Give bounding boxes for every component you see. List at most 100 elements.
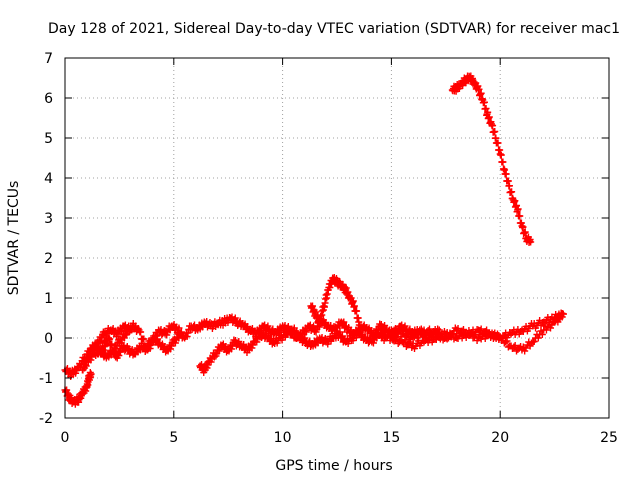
data-point-fill bbox=[424, 327, 432, 334]
data-point-fill bbox=[513, 202, 521, 209]
y-tick-label: 1 bbox=[44, 291, 53, 307]
tick-labels: 0 5 10 15 20 25 -2 -1 0 1 2 3 4 5 6 7 bbox=[39, 51, 618, 446]
data-point-fill bbox=[497, 151, 505, 159]
y-tick-label: 3 bbox=[44, 211, 53, 227]
data-point-fill bbox=[538, 331, 546, 338]
data-point-fill bbox=[438, 331, 446, 338]
data-point-fill bbox=[494, 139, 502, 147]
data-point-fill bbox=[475, 85, 483, 93]
data-point-fill bbox=[402, 332, 410, 339]
data-point-fill bbox=[340, 318, 348, 326]
data-point-fill bbox=[549, 318, 557, 325]
data-point-fill bbox=[468, 329, 476, 336]
data-point-fill bbox=[432, 330, 440, 337]
data-point-fill bbox=[400, 328, 408, 335]
data-point-fill bbox=[338, 332, 346, 340]
data-point-fill bbox=[342, 284, 350, 292]
x-axis-label: GPS time / hours bbox=[275, 458, 392, 474]
data-point-fill bbox=[391, 336, 399, 343]
data-point bbox=[213, 320, 221, 328]
data-point-fill bbox=[235, 338, 243, 345]
data-point-fill bbox=[312, 308, 320, 316]
data-points bbox=[61, 72, 567, 408]
data-point-fill bbox=[516, 212, 524, 220]
data-point-fill bbox=[505, 182, 513, 190]
y-tick-label: -2 bbox=[39, 411, 53, 427]
data-point-fill bbox=[485, 113, 493, 121]
data-point-fill bbox=[381, 329, 389, 336]
data-point-fill bbox=[519, 223, 527, 231]
data-point-fill bbox=[111, 347, 119, 355]
data-point-fill bbox=[64, 390, 72, 398]
x-tick-label: 20 bbox=[491, 430, 509, 446]
data-point-fill bbox=[510, 343, 518, 351]
data-point-fill bbox=[106, 335, 114, 343]
data-point-fill bbox=[121, 331, 129, 339]
data-point-fill bbox=[483, 326, 491, 334]
data-point-fill bbox=[140, 335, 148, 343]
y-tick-label: 4 bbox=[44, 171, 53, 187]
data-point bbox=[559, 310, 567, 318]
y-tick-label: 2 bbox=[44, 251, 53, 267]
x-tick-label: 10 bbox=[274, 430, 292, 446]
y-tick-label: -1 bbox=[39, 371, 53, 387]
data-point bbox=[453, 326, 461, 334]
data-point-fill bbox=[183, 333, 191, 340]
y-tick-label: 0 bbox=[44, 331, 53, 347]
data-point bbox=[87, 370, 95, 378]
data-point-fill bbox=[176, 331, 184, 339]
data-point-fill bbox=[206, 319, 214, 326]
data-point-fill bbox=[521, 228, 529, 236]
data-point-fill bbox=[484, 108, 492, 116]
plot-frame bbox=[64, 57, 610, 419]
data-point-fill bbox=[454, 325, 462, 332]
data-point-fill bbox=[175, 324, 183, 332]
data-point-fill bbox=[477, 89, 485, 97]
data-point-fill bbox=[470, 333, 478, 340]
ticks bbox=[64, 57, 610, 419]
data-point-fill bbox=[383, 333, 391, 340]
y-axis-label: SDTVAR / TECUs bbox=[6, 181, 22, 296]
data-point-fill bbox=[459, 326, 467, 333]
y-tick-label: 6 bbox=[44, 91, 53, 107]
y-tick-label: 5 bbox=[44, 131, 53, 147]
data-point-fill bbox=[404, 330, 412, 338]
data-point bbox=[176, 330, 184, 338]
data-point-fill bbox=[394, 329, 402, 336]
data-point-fill bbox=[480, 98, 488, 106]
data-point-fill bbox=[425, 325, 433, 333]
data-point-fill bbox=[128, 346, 136, 353]
data-point-fill bbox=[349, 297, 357, 305]
data-point-fill bbox=[482, 105, 490, 112]
data-point-fill bbox=[264, 322, 272, 330]
data-point-fill bbox=[137, 328, 145, 336]
data-point-fill bbox=[108, 340, 116, 348]
data-point-fill bbox=[391, 325, 399, 332]
data-point-fill bbox=[508, 188, 516, 196]
data-point-fill bbox=[290, 324, 298, 332]
data-point-fill bbox=[487, 331, 495, 338]
data-point-fill bbox=[511, 342, 519, 349]
data-point-fill bbox=[309, 302, 317, 310]
data-point-fill bbox=[492, 332, 500, 339]
x-tick-label: 15 bbox=[382, 430, 400, 446]
data-point-fill bbox=[231, 314, 239, 322]
data-point-fill bbox=[488, 329, 496, 337]
data-point-fill bbox=[458, 327, 466, 335]
data-point-fill bbox=[99, 346, 107, 354]
chart-title: Day 128 of 2021, Sidereal Day-to-day VTE… bbox=[48, 21, 620, 37]
data-point-fill bbox=[289, 328, 297, 336]
data-point-fill bbox=[502, 338, 510, 346]
data-point-fill bbox=[400, 339, 408, 346]
data-point-fill bbox=[336, 328, 344, 336]
data-point-fill bbox=[353, 307, 361, 315]
data-point-fill bbox=[491, 128, 499, 135]
x-tick-label: 0 bbox=[61, 430, 70, 446]
data-point-fill bbox=[63, 386, 71, 394]
data-point-fill bbox=[434, 328, 442, 336]
data-point-fill bbox=[493, 330, 501, 338]
data-point-fill bbox=[381, 322, 389, 329]
data-point-fill bbox=[530, 338, 538, 345]
data-point bbox=[527, 238, 535, 246]
